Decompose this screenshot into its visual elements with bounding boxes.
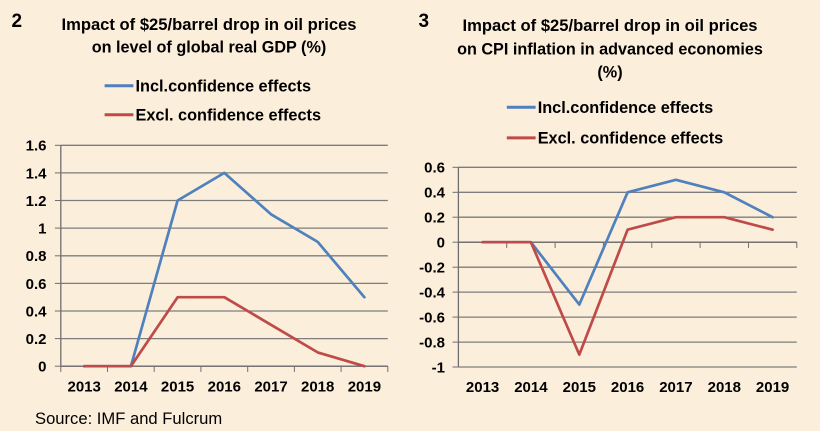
svg-text:2015: 2015 bbox=[563, 379, 596, 396]
svg-text:-0.8: -0.8 bbox=[419, 335, 445, 352]
svg-text:1.4: 1.4 bbox=[26, 165, 48, 182]
svg-text:0.2: 0.2 bbox=[424, 210, 445, 227]
svg-text:Excl. confidence effects: Excl. confidence effects bbox=[136, 107, 322, 125]
svg-text:Impact of $25/barrel drop in o: Impact of $25/barrel drop in oil prices bbox=[61, 15, 356, 34]
svg-text:1: 1 bbox=[38, 221, 46, 238]
svg-text:2016: 2016 bbox=[208, 379, 241, 396]
svg-text:-0.2: -0.2 bbox=[419, 260, 445, 277]
svg-text:Excl. confidence effects: Excl. confidence effects bbox=[538, 130, 724, 148]
svg-text:2019: 2019 bbox=[756, 379, 789, 396]
svg-text:0.6: 0.6 bbox=[26, 276, 47, 293]
svg-text:2013: 2013 bbox=[466, 379, 499, 396]
svg-text:on CPI inflation in advanced e: on CPI inflation in advanced economies bbox=[457, 41, 763, 59]
svg-text:2014: 2014 bbox=[514, 379, 548, 396]
svg-text:-0.6: -0.6 bbox=[419, 310, 445, 327]
svg-text:2013: 2013 bbox=[68, 379, 101, 396]
svg-text:Source: IMF and Fulcrum: Source: IMF and Fulcrum bbox=[35, 409, 222, 428]
svg-text:0.8: 0.8 bbox=[26, 248, 47, 265]
svg-text:2018: 2018 bbox=[301, 379, 334, 396]
svg-text:3: 3 bbox=[419, 11, 430, 32]
svg-text:0.4: 0.4 bbox=[424, 185, 446, 202]
svg-text:(%): (%) bbox=[597, 64, 622, 82]
svg-text:on level of global real GDP (%: on level of global real GDP (%) bbox=[92, 39, 326, 57]
svg-text:2019: 2019 bbox=[348, 379, 381, 396]
svg-text:2015: 2015 bbox=[161, 379, 194, 396]
svg-text:Incl.confidence effects: Incl.confidence effects bbox=[136, 78, 312, 96]
svg-text:0: 0 bbox=[437, 235, 445, 252]
svg-text:2016: 2016 bbox=[611, 379, 644, 396]
svg-text:Impact of $25/barrel drop in o: Impact of $25/barrel drop in oil prices bbox=[462, 16, 757, 35]
svg-text:2018: 2018 bbox=[708, 379, 741, 396]
svg-text:2014: 2014 bbox=[114, 379, 148, 396]
svg-text:2: 2 bbox=[12, 11, 23, 32]
svg-text:0.2: 0.2 bbox=[26, 331, 47, 348]
svg-text:0: 0 bbox=[38, 359, 46, 376]
svg-text:Incl.confidence effects: Incl.confidence effects bbox=[538, 99, 714, 117]
svg-text:0.6: 0.6 bbox=[424, 160, 445, 177]
svg-text:2017: 2017 bbox=[254, 379, 287, 396]
svg-text:0.4: 0.4 bbox=[26, 303, 48, 320]
svg-text:1.6: 1.6 bbox=[26, 138, 47, 155]
svg-text:-1: -1 bbox=[432, 359, 445, 376]
svg-text:2017: 2017 bbox=[659, 379, 692, 396]
svg-text:1.2: 1.2 bbox=[26, 193, 47, 210]
svg-text:-0.4: -0.4 bbox=[419, 285, 446, 302]
